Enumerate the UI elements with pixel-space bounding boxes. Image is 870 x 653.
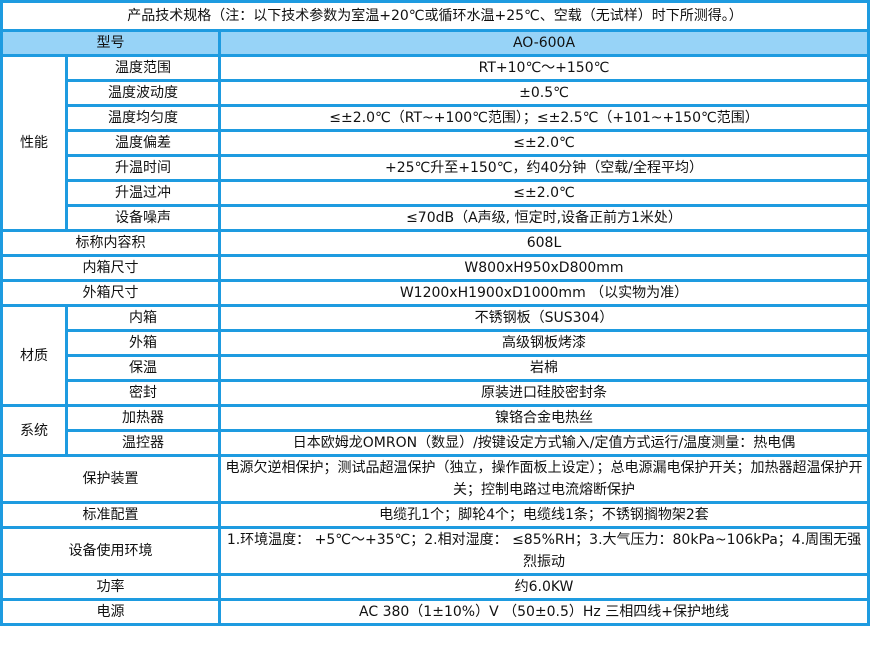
table-row: 温度偏差 ≤±2.0℃	[2, 129, 870, 157]
row-label: 标称内容积	[0, 229, 221, 257]
row-label: 内箱	[65, 304, 221, 332]
table-row: 材质 内箱 不锈钢板（SUS304）	[0, 304, 870, 407]
table-row: 功率 约6.0KW	[0, 573, 870, 601]
row-label: 设备噪声	[65, 204, 221, 232]
row-label: 外箱	[65, 329, 221, 357]
table-row: 设备使用环境 1.环境温度： +5℃～+35℃；2.相对湿度： ≤85%RH；3.…	[0, 526, 870, 576]
table-row: 性能 温度范围 RT+10℃～+150℃	[0, 54, 870, 232]
row-value: 不锈钢板（SUS304）	[218, 304, 870, 332]
row-label: 外箱尺寸	[0, 279, 221, 307]
row-value: 1.环境温度： +5℃～+35℃；2.相对湿度： ≤85%RH；3.大气压力：8…	[218, 526, 870, 576]
row-value: 电缆孔1个；脚轮4个；电缆线1条；不锈钢搁物架2套	[218, 501, 870, 529]
table-row: 标称内容积 608L	[0, 229, 870, 257]
table-row: 升温时间 +25℃升至+150℃，约40分钟（空载/全程平均）	[2, 154, 870, 182]
table-row: 温度波动度 ±0.5℃	[2, 79, 870, 107]
row-value: 岩棉	[218, 354, 870, 382]
row-value: 日本欧姆龙OMRON（数显）/按键设定方式输入/定值方式运行/温度测量：热电偶	[218, 429, 870, 457]
group-label: 性能	[0, 54, 68, 232]
row-label: 密封	[65, 379, 221, 407]
row-label: 温度范围	[65, 54, 221, 82]
row-value: 高级钢板烤漆	[218, 329, 870, 357]
table-row: 标准配置 电缆孔1个；脚轮4个；电缆线1条；不锈钢搁物架2套	[0, 501, 870, 529]
table-row: 密封 原装进口硅胶密封条	[2, 379, 870, 407]
title-row: 产品技术规格（注：以下技术参数为室温+20℃或循环水温+25℃、空载（无试样）时…	[0, 0, 870, 32]
row-value: 原装进口硅胶密封条	[218, 379, 870, 407]
table-row: 外箱 高级钢板烤漆	[2, 329, 870, 357]
table-row: 保温 岩棉	[2, 354, 870, 382]
row-label: 内箱尺寸	[0, 254, 221, 282]
row-value: RT+10℃～+150℃	[218, 54, 870, 82]
table-row: 温控器 日本欧姆龙OMRON（数显）/按键设定方式输入/定值方式运行/温度测量：热…	[2, 429, 870, 457]
group-label: 系统	[0, 404, 68, 457]
model-label: 型号	[0, 29, 221, 57]
row-value: ±0.5℃	[218, 79, 870, 107]
row-value: AC 380（1±10%）V （50±0.5）Hz 三相四线+保护地线	[218, 598, 870, 626]
row-value: ≤±2.0℃（RT~+100℃范围）；≤±2.5℃（+101~+150℃范围）	[218, 104, 870, 132]
table-row: 升温过冲 ≤±2.0℃	[2, 179, 870, 207]
row-value: +25℃升至+150℃，约40分钟（空载/全程平均）	[218, 154, 870, 182]
table-row: 内箱尺寸 W800xH950xD800mm	[0, 254, 870, 282]
row-value: ≤±2.0℃	[218, 179, 870, 207]
table-row: 保护装置 电源欠逆相保护；测试品超温保护（独立，操作面板上设定）；总电源漏电保护开…	[0, 454, 870, 504]
row-label: 温控器	[65, 429, 221, 457]
table-title: 产品技术规格（注：以下技术参数为室温+20℃或循环水温+25℃、空载（无试样）时…	[0, 0, 870, 32]
row-label: 温度偏差	[65, 129, 221, 157]
row-label: 温度波动度	[65, 79, 221, 107]
table-row: 温度均匀度 ≤±2.0℃（RT~+100℃范围）；≤±2.5℃（+101~+150…	[2, 104, 870, 132]
row-label: 加热器	[65, 404, 221, 432]
row-label: 升温过冲	[65, 179, 221, 207]
table-row: 外箱尺寸 W1200xH1900xD1000mm （以实物为准）	[0, 279, 870, 307]
row-value: 608L	[218, 229, 870, 257]
header-row: 型号 AO-600A	[0, 29, 870, 57]
spec-table: 产品技术规格（注：以下技术参数为室温+20℃或循环水温+25℃、空载（无试样）时…	[0, 0, 870, 626]
row-label: 功率	[0, 573, 221, 601]
row-value: W1200xH1900xD1000mm （以实物为准）	[218, 279, 870, 307]
row-value: ≤70dB（A声级, 恒定时,设备正前方1米处）	[218, 204, 870, 232]
row-value: W800xH950xD800mm	[218, 254, 870, 282]
row-value: 电源欠逆相保护；测试品超温保护（独立，操作面板上设定）；总电源漏电保护开关；加热…	[218, 454, 870, 504]
row-value: 约6.0KW	[218, 573, 870, 601]
table-row: 设备噪声 ≤70dB（A声级, 恒定时,设备正前方1米处）	[2, 204, 870, 232]
table-row: 电源 AC 380（1±10%）V （50±0.5）Hz 三相四线+保护地线	[0, 598, 870, 626]
row-label: 标准配置	[0, 501, 221, 529]
group-label: 材质	[0, 304, 68, 407]
row-value: 镍铬合金电热丝	[218, 404, 870, 432]
row-label: 设备使用环境	[0, 526, 221, 576]
row-value: ≤±2.0℃	[218, 129, 870, 157]
row-label: 升温时间	[65, 154, 221, 182]
row-label: 温度均匀度	[65, 104, 221, 132]
row-label: 保温	[65, 354, 221, 382]
table-row: 系统 加热器 镍铬合金电热丝	[0, 404, 870, 457]
row-label: 保护装置	[0, 454, 221, 504]
row-label: 电源	[0, 598, 221, 626]
model-value: AO-600A	[218, 29, 870, 57]
